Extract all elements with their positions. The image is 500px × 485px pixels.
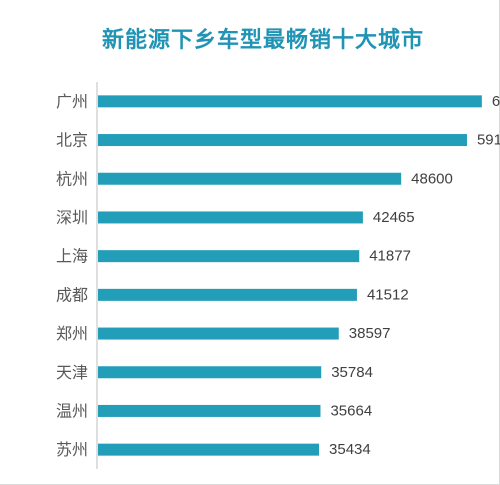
bar-7 [98,366,322,379]
category-label-5: 成都 [56,285,88,304]
category-label-4: 上海 [56,247,88,266]
value-label-1: 59149 [477,132,500,149]
bar-5 [98,288,357,301]
category-label-3: 深圳 [56,208,88,227]
category-label-2: 杭州 [56,169,88,188]
bar-9 [98,443,320,456]
chart-title: 新能源下乡车型最畅销十大城市 [101,28,424,53]
value-label-9: 35434 [329,441,371,458]
value-label-8: 35664 [330,402,372,419]
category-label-6: 郑州 [56,324,88,343]
value-labels-group: 61534 59149 48600 42465 41877 41512 38597 35784… [329,93,500,458]
bar-6 [98,327,339,340]
category-label-8: 温州 [56,401,88,420]
bar-0 [98,95,482,108]
bar-3 [98,211,363,224]
value-label-5: 41512 [367,286,409,303]
value-label-4: 41877 [369,248,411,265]
category-label-9: 苏州 [56,440,88,459]
bar-8 [98,404,321,417]
value-label-6: 38597 [349,325,391,342]
bar-2 [98,172,402,185]
category-label-7: 天津 [56,363,88,382]
value-label-2: 48600 [411,170,453,187]
value-label-3: 42465 [373,209,415,226]
category-label-1: 北京 [56,131,88,150]
category-label-0: 广州 [56,92,88,111]
value-label-7: 35784 [331,364,373,381]
bars-group [98,95,482,456]
bar-4 [98,250,360,263]
value-label-0: 61534 [492,93,500,110]
bar-1 [98,134,467,147]
